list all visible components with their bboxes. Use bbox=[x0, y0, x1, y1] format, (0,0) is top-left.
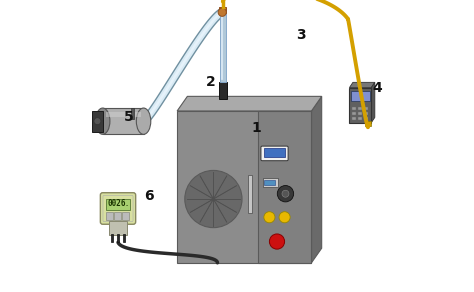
Text: 3: 3 bbox=[296, 28, 306, 42]
Bar bbox=[247, 175, 252, 213]
Bar bbox=[91, 111, 103, 132]
Text: 1: 1 bbox=[251, 121, 261, 135]
Circle shape bbox=[269, 234, 284, 249]
Bar bbox=[364, 107, 368, 110]
Bar bbox=[117, 234, 119, 242]
Text: 5: 5 bbox=[124, 110, 134, 124]
Text: 0026: 0026 bbox=[108, 199, 127, 208]
Bar bbox=[106, 112, 141, 117]
Circle shape bbox=[185, 171, 242, 228]
Bar bbox=[106, 199, 130, 210]
Circle shape bbox=[94, 118, 101, 125]
Bar bbox=[264, 180, 275, 185]
Polygon shape bbox=[177, 96, 322, 111]
Circle shape bbox=[218, 8, 226, 16]
Bar bbox=[351, 91, 370, 101]
Bar bbox=[114, 212, 121, 220]
Bar bbox=[358, 107, 362, 110]
Text: 6: 6 bbox=[145, 189, 154, 203]
Bar bbox=[131, 108, 134, 119]
Circle shape bbox=[277, 185, 294, 202]
Bar bbox=[349, 88, 371, 123]
Bar bbox=[364, 112, 368, 115]
Bar bbox=[111, 234, 113, 242]
Bar bbox=[177, 111, 311, 263]
Bar bbox=[123, 234, 125, 242]
Bar bbox=[219, 82, 227, 99]
Text: .: . bbox=[125, 201, 129, 207]
Bar bbox=[220, 9, 226, 82]
Bar bbox=[352, 112, 356, 115]
FancyBboxPatch shape bbox=[261, 146, 288, 161]
Bar bbox=[352, 107, 356, 110]
Circle shape bbox=[264, 212, 275, 223]
Bar bbox=[364, 117, 368, 120]
Bar bbox=[264, 148, 285, 157]
Bar bbox=[263, 178, 278, 187]
Bar bbox=[258, 111, 311, 263]
Bar bbox=[352, 117, 356, 120]
FancyBboxPatch shape bbox=[100, 193, 136, 224]
Bar bbox=[103, 108, 144, 134]
Text: 4: 4 bbox=[372, 81, 382, 95]
Bar bbox=[122, 212, 129, 220]
Bar bbox=[106, 212, 113, 220]
Bar bbox=[365, 121, 371, 126]
Polygon shape bbox=[349, 82, 375, 88]
Bar bbox=[358, 117, 362, 120]
Text: 2: 2 bbox=[206, 75, 216, 89]
Polygon shape bbox=[371, 82, 375, 123]
Ellipse shape bbox=[137, 108, 151, 134]
Circle shape bbox=[282, 190, 289, 197]
Circle shape bbox=[279, 212, 290, 223]
Polygon shape bbox=[311, 96, 322, 263]
Ellipse shape bbox=[95, 108, 110, 134]
Bar bbox=[109, 221, 127, 235]
Bar bbox=[219, 7, 226, 13]
Bar bbox=[358, 112, 362, 115]
